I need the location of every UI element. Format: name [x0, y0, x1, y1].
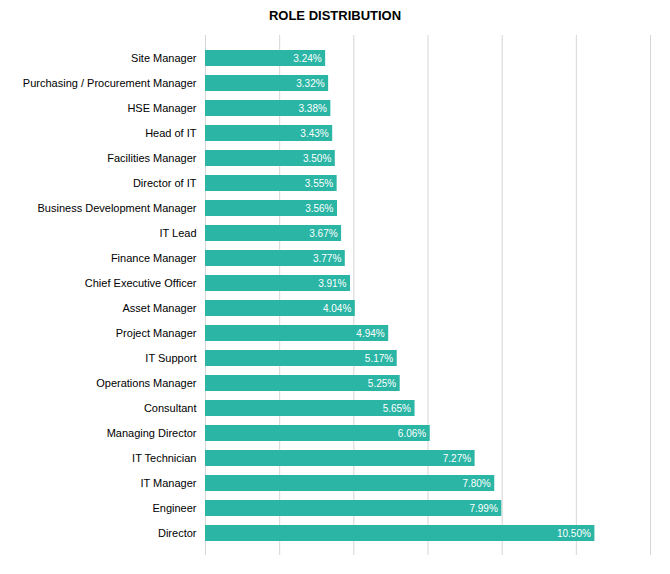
- svg-text:3.43%: 3.43%: [300, 128, 328, 139]
- svg-text:Operations Manager: Operations Manager: [96, 377, 197, 389]
- svg-text:4.04%: 4.04%: [323, 303, 351, 314]
- svg-text:Facilities Manager: Facilities Manager: [107, 152, 197, 164]
- svg-text:7.99%: 7.99%: [469, 503, 497, 514]
- svg-text:Engineer: Engineer: [152, 502, 196, 514]
- svg-text:3.56%: 3.56%: [305, 203, 333, 214]
- svg-text:6.06%: 6.06%: [398, 428, 426, 439]
- svg-text:3.67%: 3.67%: [309, 228, 337, 239]
- svg-text:3.38%: 3.38%: [298, 103, 326, 114]
- svg-text:Chief Executive Officer: Chief Executive Officer: [85, 277, 197, 289]
- svg-text:3.32%: 3.32%: [296, 78, 324, 89]
- svg-text:7.80%: 7.80%: [462, 478, 490, 489]
- svg-text:3.91%: 3.91%: [318, 278, 346, 289]
- svg-text:Site Manager: Site Manager: [131, 52, 197, 64]
- svg-text:IT Support: IT Support: [145, 352, 196, 364]
- svg-text:IT Lead: IT Lead: [159, 227, 196, 239]
- svg-text:Asset Manager: Asset Manager: [123, 302, 197, 314]
- svg-text:3.55%: 3.55%: [305, 178, 333, 189]
- svg-text:Managing Director: Managing Director: [107, 427, 197, 439]
- svg-text:5.25%: 5.25%: [368, 378, 396, 389]
- svg-text:3.24%: 3.24%: [293, 53, 321, 64]
- svg-text:Head of IT: Head of IT: [145, 127, 197, 139]
- svg-text:5.17%: 5.17%: [365, 353, 393, 364]
- svg-text:10.50%: 10.50%: [557, 528, 591, 539]
- svg-text:HSE Manager: HSE Manager: [127, 102, 196, 114]
- svg-text:Business Development Manager: Business Development Manager: [38, 202, 197, 214]
- svg-text:Consultant: Consultant: [144, 402, 197, 414]
- svg-text:4.94%: 4.94%: [356, 328, 384, 339]
- svg-text:Director of IT: Director of IT: [133, 177, 197, 189]
- svg-text:5.65%: 5.65%: [383, 403, 411, 414]
- html-text:ROLE DISTRIBUTION: ROLE DISTRIBUTION: [268, 8, 402, 23]
- svg-text:Purchasing / Procurement Manag: Purchasing / Procurement Manager: [23, 77, 197, 89]
- svg-text:IT Manager: IT Manager: [140, 477, 196, 489]
- svg-text:Project Manager: Project Manager: [116, 327, 197, 339]
- svg-text:IT Technician: IT Technician: [132, 452, 196, 464]
- svg-text:Finance Manager: Finance Manager: [111, 252, 197, 264]
- svg-text:7.27%: 7.27%: [443, 453, 471, 464]
- svg-text:Director: Director: [158, 527, 197, 539]
- svg-text:3.77%: 3.77%: [313, 253, 341, 264]
- svg-text:3.50%: 3.50%: [303, 153, 331, 164]
